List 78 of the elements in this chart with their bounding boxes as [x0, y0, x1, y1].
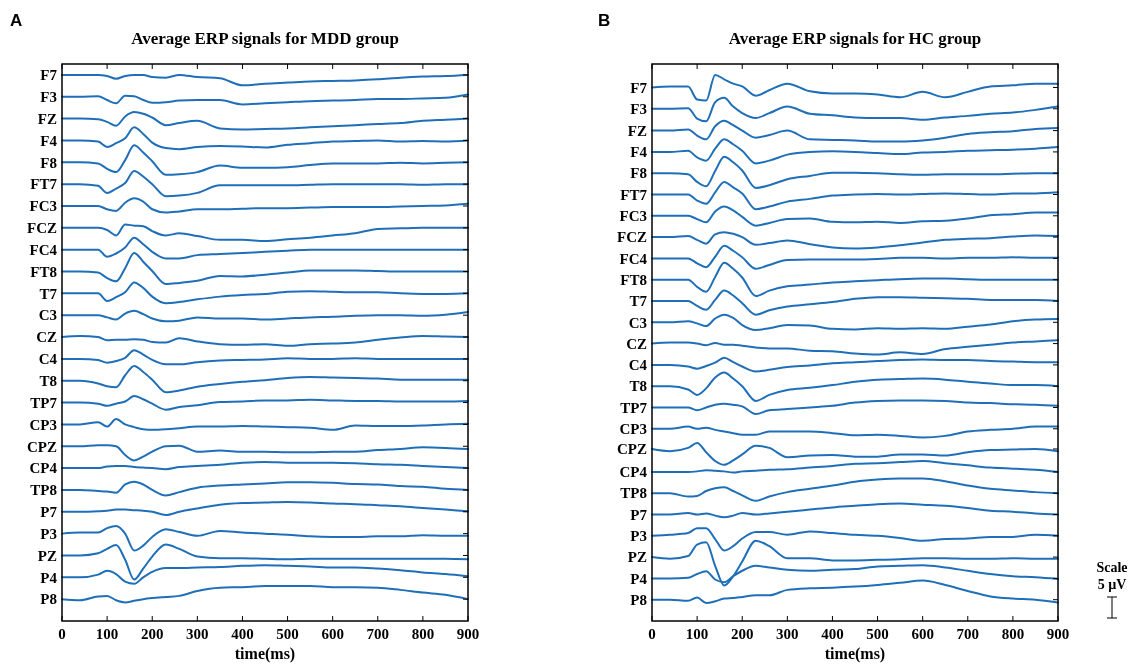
text: B [598, 11, 611, 30]
series-label: FZ [627, 122, 647, 139]
series-label: F7 [630, 79, 648, 96]
x-tick-label: 600 [911, 626, 934, 642]
series-label: T7 [629, 293, 648, 310]
series-label: CPZ [617, 441, 647, 458]
series-label: P4 [40, 569, 58, 586]
x-axis-title: time(ms) [234, 645, 296, 663]
series-label: P3 [40, 525, 57, 542]
series-label: CZ [36, 329, 57, 346]
series-label: CP4 [619, 464, 648, 481]
x-tick-label: 300 [776, 626, 799, 642]
series-label: CP3 [619, 421, 647, 438]
series-label: TP8 [620, 485, 647, 502]
series-label: T8 [39, 372, 57, 389]
series-label: C4 [628, 357, 648, 374]
series-label: F3 [40, 89, 57, 106]
series-label: P7 [40, 504, 58, 521]
x-tick-label: 600 [321, 626, 344, 642]
chart-title: Average ERP signals for MDD group [131, 29, 399, 48]
x-tick-label: 900 [1046, 626, 1070, 642]
series-label: FC3 [619, 208, 647, 225]
series-label: PZ [627, 549, 647, 566]
series-label: T8 [629, 378, 647, 395]
series-label: P7 [630, 506, 648, 523]
series-label: C4 [38, 351, 58, 368]
text: 5 µV [1097, 577, 1127, 592]
x-tick-label: 200 [730, 626, 754, 642]
x-tick-label: 700 [366, 626, 390, 642]
series-label: CP3 [29, 416, 57, 433]
x-tick-label: 700 [956, 626, 980, 642]
series-label: FT7 [620, 186, 648, 203]
x-axis-title: time(ms) [824, 645, 886, 663]
text: A [10, 11, 23, 30]
text: Scale [1096, 560, 1128, 575]
x-tick-label: 500 [866, 626, 889, 642]
series-label: TP8 [30, 482, 57, 499]
series-label: FC4 [619, 250, 648, 267]
x-tick-label: 300 [186, 626, 209, 642]
series-label: FC3 [29, 198, 57, 215]
series-label: FCZ [27, 220, 57, 237]
series-label: F4 [630, 144, 648, 161]
series-label: CPZ [27, 438, 57, 455]
x-tick-label: 500 [276, 626, 299, 642]
series-label: P4 [630, 570, 648, 587]
series-label: FCZ [617, 229, 647, 246]
series-label: P8 [40, 591, 57, 608]
series-label: F8 [630, 165, 647, 182]
x-tick-label: 200 [140, 626, 164, 642]
series-label: C3 [38, 307, 57, 324]
series-label: P8 [630, 591, 647, 608]
series-label: C3 [628, 314, 647, 331]
x-tick-label: 400 [231, 626, 254, 642]
chart-title: Average ERP signals for HC group [728, 29, 982, 48]
series-label: FC4 [29, 241, 58, 258]
x-tick-label: 800 [1001, 626, 1025, 642]
x-tick-label: 0 [58, 626, 66, 642]
series-label: CZ [626, 335, 647, 352]
series-label: TP7 [30, 394, 58, 411]
series-label: FT8 [620, 271, 647, 288]
series-label: F7 [40, 67, 58, 84]
series-label: P3 [630, 528, 647, 545]
series-label: CP4 [29, 460, 58, 477]
x-tick-label: 0 [648, 626, 656, 642]
series-label: F4 [40, 132, 58, 149]
series-label: TP7 [620, 399, 648, 416]
series-label: FT8 [30, 263, 57, 280]
x-tick-label: 400 [821, 626, 844, 642]
series-label: FT7 [30, 176, 58, 193]
series-label: FZ [37, 110, 57, 127]
series-label: PZ [37, 547, 57, 564]
x-tick-label: 800 [411, 626, 435, 642]
series-label: F3 [630, 101, 647, 118]
series-label: F8 [40, 154, 57, 171]
x-tick-label: 900 [456, 626, 480, 642]
x-tick-label: 100 [685, 626, 709, 642]
x-tick-label: 100 [95, 626, 119, 642]
series-label: T7 [39, 285, 58, 302]
